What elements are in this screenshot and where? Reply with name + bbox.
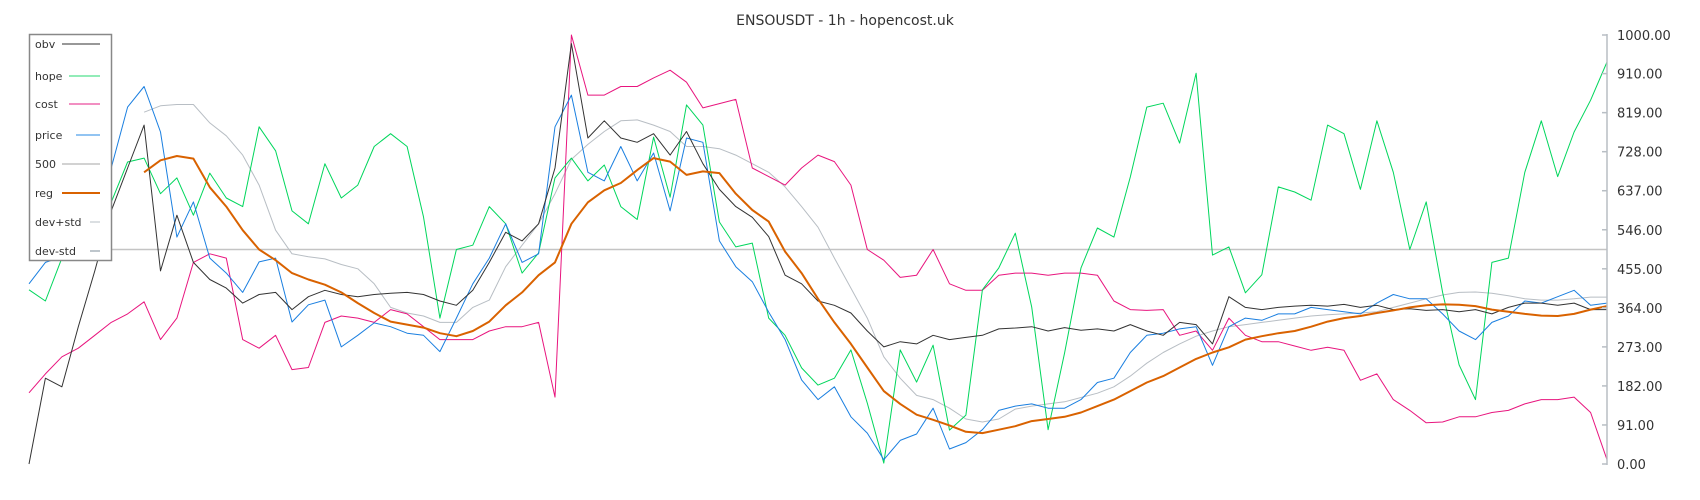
- series-line-cost: [28, 34, 1608, 460]
- y-axis: 1000.00 910.00 819.00 728.00 637.00 546.00 455…: [1602, 29, 1671, 473]
- y-tick-label: 455.00: [1617, 263, 1663, 278]
- y-tick-label: 182.00: [1617, 380, 1663, 395]
- legend-item-reg: reg: [35, 187, 100, 200]
- chart-title: ENSOUSDT - 1h - hopencost.uk: [736, 13, 955, 29]
- series-line-dev-std: [143, 104, 1607, 423]
- legend-item-dev-std: dev-std: [35, 245, 100, 258]
- series-line-obv: [28, 43, 1607, 465]
- legend-label: price: [35, 129, 63, 142]
- legend: obv hope cost price 500 reg dev+std dev-std: [28, 33, 113, 262]
- y-tick-label: 728.00: [1617, 146, 1663, 161]
- y-tick-label: 91.00: [1617, 419, 1654, 434]
- legend-label: dev+std: [35, 216, 82, 229]
- legend-item-cost: cost: [35, 98, 100, 111]
- y-tick-label: 0.00: [1617, 458, 1646, 473]
- series-layer: [28, 34, 1608, 465]
- y-tick-label: 546.00: [1617, 224, 1663, 239]
- series-line-hope: [28, 61, 1608, 464]
- y-tick-label: 364.00: [1617, 302, 1663, 317]
- series-line-reg: [143, 155, 1608, 435]
- legend-item-hope: hope: [35, 70, 100, 83]
- legend-label: obv: [35, 38, 56, 51]
- legend-label: reg: [35, 187, 53, 200]
- legend-label: cost: [35, 98, 59, 111]
- legend-label: 500: [35, 158, 56, 171]
- y-tick-label: 637.00: [1617, 185, 1663, 200]
- legend-label: hope: [35, 70, 63, 83]
- y-tick-label: 819.00: [1617, 107, 1663, 122]
- legend-label: dev-std: [35, 245, 76, 258]
- y-tick-label: 1000.00: [1617, 29, 1671, 44]
- legend-item-500: 500: [35, 158, 100, 171]
- series-line-price: [28, 86, 1608, 461]
- legend-item-price: price: [35, 129, 100, 142]
- legend-item-obv: obv: [35, 38, 100, 51]
- legend-item-dev-std: dev+std: [35, 216, 100, 229]
- legend-box: [28, 33, 113, 262]
- y-tick-label: 273.00: [1617, 341, 1663, 356]
- y-tick-label: 910.00: [1617, 68, 1663, 83]
